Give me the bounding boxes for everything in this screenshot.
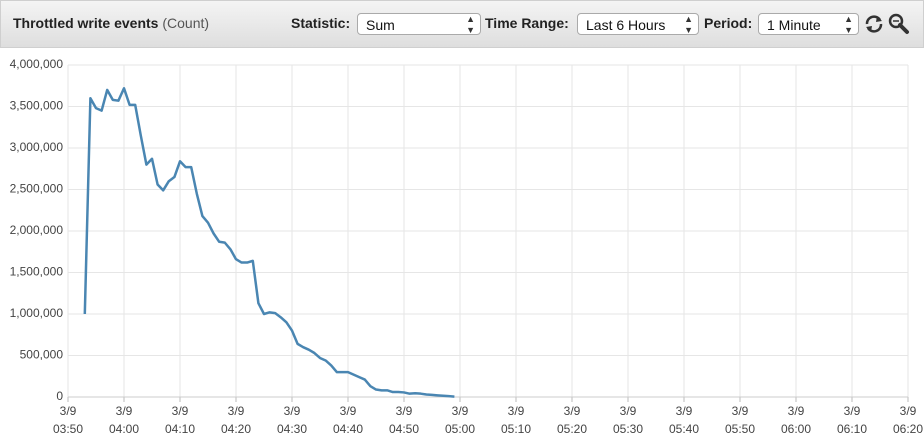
time-range-value: Last 6 Hours bbox=[586, 17, 666, 33]
x-tick-label: 3/9 04:20 bbox=[220, 404, 252, 436]
time-range-label: Time Range: bbox=[485, 15, 569, 31]
title: Throttled write events bbox=[13, 15, 159, 31]
data-line bbox=[83, 86, 455, 398]
x-tick-label: 3/9 04:00 bbox=[108, 404, 140, 436]
x-tick-label: 3/9 06:10 bbox=[836, 404, 868, 436]
x-tick-label: 3/9 05:10 bbox=[500, 404, 532, 436]
x-tick-label: 3/9 04:30 bbox=[276, 404, 308, 436]
zoom-icon[interactable] bbox=[887, 12, 911, 36]
x-tick-label: 3/9 05:20 bbox=[556, 404, 588, 436]
x-tick-label: 3/9 05:50 bbox=[724, 404, 756, 436]
y-tick-label: 2,000,000 bbox=[10, 223, 64, 237]
x-tick-label: 3/9 05:00 bbox=[444, 404, 476, 436]
y-tick-label: 500,000 bbox=[20, 348, 64, 362]
y-tick-label: 1,500,000 bbox=[10, 265, 64, 279]
time-range-select[interactable]: Last 6 Hours ▲ ▼ bbox=[577, 13, 699, 35]
widget-title: Throttled write events (Count) bbox=[13, 15, 209, 31]
statistic-label: Statistic: bbox=[291, 15, 351, 31]
y-tick-label: 0 bbox=[56, 389, 63, 403]
refresh-icon[interactable] bbox=[863, 13, 885, 35]
period-select[interactable]: 1 Minute ▲ ▼ bbox=[758, 13, 859, 35]
x-tick-label: 3/9 04:40 bbox=[332, 404, 364, 436]
unit: (Count) bbox=[162, 15, 210, 31]
y-tick-label: 4,000,000 bbox=[10, 57, 64, 71]
y-tick-label: 3,500,000 bbox=[10, 99, 64, 113]
x-tick-label: 3/9 06:00 bbox=[780, 404, 812, 436]
period-label: Period: bbox=[704, 15, 753, 31]
statistic-select[interactable]: Sum ▲ ▼ bbox=[357, 13, 481, 35]
x-tick-label: 3/9 04:10 bbox=[164, 404, 196, 436]
x-tick-label: 3/9 06:20 bbox=[892, 404, 924, 436]
x-tick-label: 3/9 05:30 bbox=[612, 404, 644, 436]
y-tick-label: 3,000,000 bbox=[10, 140, 64, 154]
period-value: 1 Minute bbox=[767, 17, 821, 33]
toolbar: Throttled write events (Count) Statistic… bbox=[0, 0, 924, 48]
x-tick-label: 3/9 04:50 bbox=[388, 404, 420, 436]
x-tick-label: 3/9 05:40 bbox=[668, 404, 700, 436]
y-tick-label: 1,000,000 bbox=[10, 306, 64, 320]
y-tick-label: 2,500,000 bbox=[10, 182, 64, 196]
x-tick-label: 3/9 03:50 bbox=[52, 404, 84, 436]
statistic-value: Sum bbox=[366, 17, 395, 33]
